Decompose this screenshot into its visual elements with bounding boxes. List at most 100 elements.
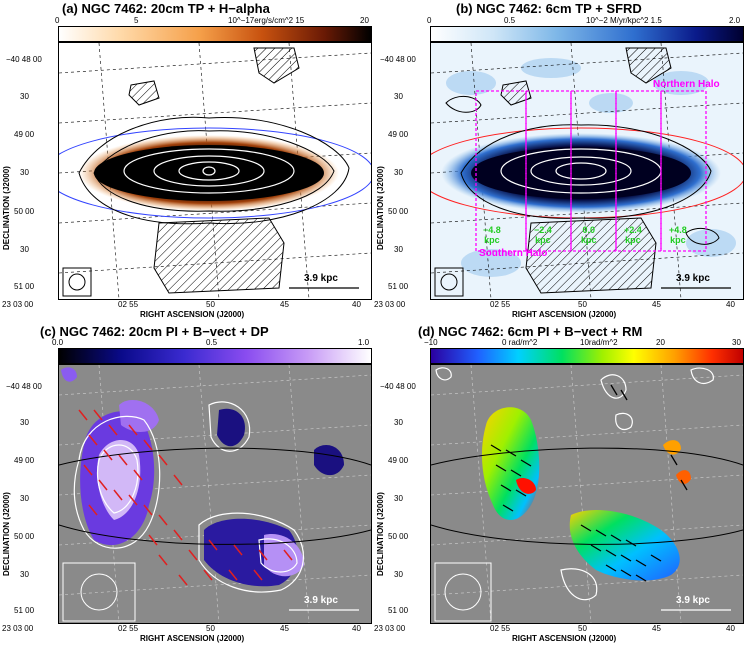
panel-title: (c) NGC 7462: 20cm PI + B−vect + DP — [40, 324, 269, 339]
x-tick: 40 — [352, 300, 361, 309]
y-tick: −40 48 00 — [6, 382, 42, 391]
disk-outline — [59, 447, 371, 466]
beam-box — [434, 267, 464, 297]
x-tick: 40 — [726, 300, 735, 309]
x-tick: 50 — [206, 300, 215, 309]
x-axis-label: RIGHT ASCENSION (J2000) — [140, 634, 245, 643]
y-tick: 30 — [20, 92, 29, 101]
y-tick: 49 00 — [14, 456, 35, 465]
x-tick: 45 — [280, 624, 289, 633]
y-tick: −40 48 00 — [380, 55, 416, 64]
x-tick: 02 55 — [490, 300, 511, 309]
colorbar-tick: 10^−2 M/yr/kpc^2 1.5 — [586, 16, 662, 25]
y-tick: 49 00 — [388, 456, 409, 465]
y-tick: 51 00 — [14, 282, 35, 291]
x-axis-label: RIGHT ASCENSION (J2000) — [512, 310, 617, 319]
y-tick: 51 00 — [388, 282, 409, 291]
y-tick: 30 — [20, 245, 29, 254]
y-tick: 50 00 — [14, 532, 35, 541]
y-tick: 30 — [394, 168, 403, 177]
x-tick: 45 — [652, 300, 661, 309]
y-tick: −40 48 00 — [6, 55, 42, 64]
x-tick: 23 03 00 — [374, 624, 406, 633]
strip-label: +2.4 kpc — [624, 225, 642, 245]
b-vectors — [78, 409, 293, 586]
x-tick: 23 03 00 — [374, 300, 406, 309]
masked-region — [128, 47, 300, 294]
y-tick: 30 — [394, 245, 403, 254]
colorbar — [430, 26, 744, 42]
colorbar — [58, 26, 372, 42]
x-axis-label: RIGHT ASCENSION (J2000) — [140, 310, 245, 319]
tp-contours-white — [123, 148, 295, 194]
beam-circle — [68, 273, 86, 291]
colorbar-tick: 2.0 — [729, 16, 741, 25]
y-tick: 30 — [20, 418, 29, 427]
image-frame: 3.9 kpc — [58, 364, 372, 624]
beam-box — [434, 562, 492, 622]
pi-contours — [435, 367, 714, 601]
y-tick: 49 00 — [388, 130, 409, 139]
disk-outline — [431, 447, 743, 466]
x-tick: 02 55 — [118, 300, 139, 309]
colorbar-tick: 30 — [732, 338, 741, 347]
colorbar-tick: 0 rad/m^2 — [502, 338, 538, 347]
panel-c: (c) NGC 7462: 20cm PI + B−vect + DP 0.0 … — [0, 322, 373, 645]
x-tick: 50 — [578, 300, 587, 309]
y-axis-label: DECLINATION (J2000) — [2, 492, 11, 576]
y-tick: 30 — [394, 418, 403, 427]
x-tick: 45 — [280, 300, 289, 309]
northern-halo-label: Northern Halo — [653, 79, 720, 90]
panel-title: (d) NGC 7462: 6cm PI + B−vect + RM — [418, 324, 643, 339]
y-tick: −40 48 00 — [380, 382, 416, 391]
tp-contours-black — [78, 116, 350, 225]
panel-a: (a) NGC 7462: 20cm TP + H−alpha 0 5 10^−… — [0, 0, 373, 322]
colorbar-tick: 10rad/m^2 — [580, 338, 618, 347]
beam-circle — [440, 273, 458, 291]
disk-ellipse — [59, 127, 371, 219]
y-tick: 49 00 — [14, 130, 35, 139]
colorbar-tick: 0 — [55, 16, 60, 25]
rotation-measure — [481, 407, 691, 581]
colorbar-tick: 0.0 — [52, 338, 64, 347]
beam-circle — [80, 573, 118, 611]
y-tick: 30 — [394, 92, 403, 101]
disk-outline — [59, 524, 371, 545]
x-tick: 45 — [652, 624, 661, 633]
colorbar-tick: 0 — [427, 16, 432, 25]
panel-title: (b) NGC 7462: 6cm TP + SFRD — [456, 1, 642, 16]
image-frame: 3.9 kpc — [58, 42, 372, 300]
colorbar-tick: 0.5 — [206, 338, 218, 347]
panel-b: (b) NGC 7462: 6cm TP + SFRD 0 0.5 10^−2 … — [374, 0, 747, 322]
masked-region — [500, 47, 672, 294]
x-tick: 23 03 00 — [2, 624, 34, 633]
y-tick: 30 — [20, 168, 29, 177]
colorbar-tick: 5 — [134, 16, 139, 25]
x-tick: 02 55 — [490, 624, 511, 633]
scale-bar-label: 3.9 kpc — [304, 595, 338, 606]
colorbar — [58, 348, 372, 364]
y-axis-label: DECLINATION (J2000) — [376, 166, 385, 250]
colorbar-tick: 20 — [656, 338, 665, 347]
y-axis-label: DECLINATION (J2000) — [2, 166, 11, 250]
x-axis-label: RIGHT ASCENSION (J2000) — [512, 634, 617, 643]
map-graphic — [59, 365, 371, 623]
strip-label: 0.0 kpc — [581, 225, 597, 245]
x-tick: 23 03 00 — [2, 300, 34, 309]
map-graphic — [431, 365, 743, 623]
sfr-noise — [446, 58, 736, 277]
strip-label: +4.8 kpc — [669, 225, 687, 245]
colorbar-tick: −10 — [424, 338, 438, 347]
colorbar-tick: 1.0 — [358, 338, 370, 347]
strip-boxes — [475, 90, 707, 252]
y-tick: 30 — [394, 494, 403, 503]
scale-bar-label: 3.9 kpc — [676, 273, 710, 284]
scale-bar-label: 3.9 kpc — [676, 595, 710, 606]
beam-box — [62, 267, 92, 297]
x-tick: 40 — [352, 624, 361, 633]
y-tick: 30 — [394, 570, 403, 579]
tp-contours-black — [445, 96, 720, 245]
image-frame: Northern Halo Southern Halo −4.8 kpc −2.4… — [430, 42, 744, 300]
disk-outline — [431, 524, 743, 545]
y-tick: 50 00 — [14, 207, 35, 216]
